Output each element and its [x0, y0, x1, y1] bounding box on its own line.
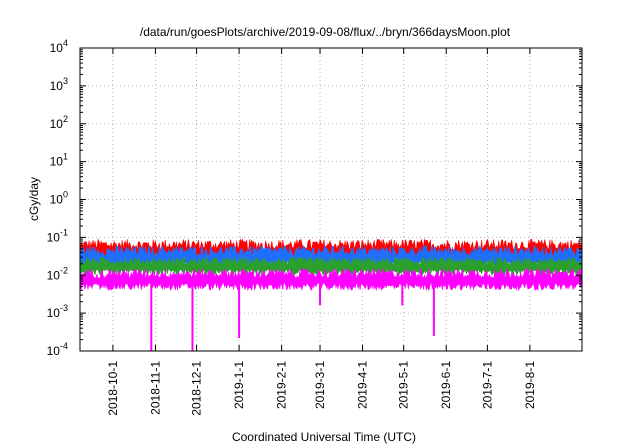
grid — [80, 48, 582, 351]
x-tick-label: 2018-11-1 — [148, 361, 162, 415]
x-axis-label: Coordinated Universal Time (UTC) — [232, 430, 416, 444]
y-tick-label: 104 — [50, 38, 68, 55]
x-tick-label: 2019-8-1 — [523, 361, 537, 409]
y-axis: 10-4 10-3 10-2 10-1 100 101 102 103 104 — [47, 38, 582, 358]
y-tick-label: 100 — [50, 190, 68, 207]
chart-title: /data/run/goesPlots/archive/2019-09-08/f… — [140, 25, 511, 39]
x-tick-label: 2018-12-1 — [190, 361, 204, 416]
y-tick-label: 10-2 — [47, 265, 68, 282]
x-tick-label: 2019-6-1 — [439, 361, 453, 409]
x-tick-label: 2018-10-1 — [106, 361, 120, 416]
y-tick-label: 10-3 — [47, 303, 68, 320]
x-tick-label: 2019-7-1 — [480, 361, 494, 409]
x-axis: 2018-10-1 2018-11-1 2018-12-1 2019-1-1 2019-… — [106, 48, 537, 416]
y-tick-label: 102 — [50, 114, 68, 131]
plot-frame — [79, 47, 583, 352]
x-tick-label: 2019-1-1 — [232, 361, 246, 409]
series-magenta — [79, 267, 583, 292]
series-group — [79, 238, 583, 351]
y-axis-label: cGy/day — [27, 177, 41, 221]
x-tick-label: 2019-5-1 — [397, 361, 411, 409]
y-tick-label: 103 — [50, 76, 68, 93]
y-tick-label: 101 — [50, 152, 68, 169]
x-tick-label: 2019-2-1 — [275, 361, 289, 409]
x-tick-label: 2019-4-1 — [356, 361, 370, 409]
y-tick-label: 10-4 — [47, 341, 68, 358]
y-tick-label: 10-1 — [47, 227, 68, 244]
x-tick-label: 2019-3-1 — [313, 361, 327, 409]
